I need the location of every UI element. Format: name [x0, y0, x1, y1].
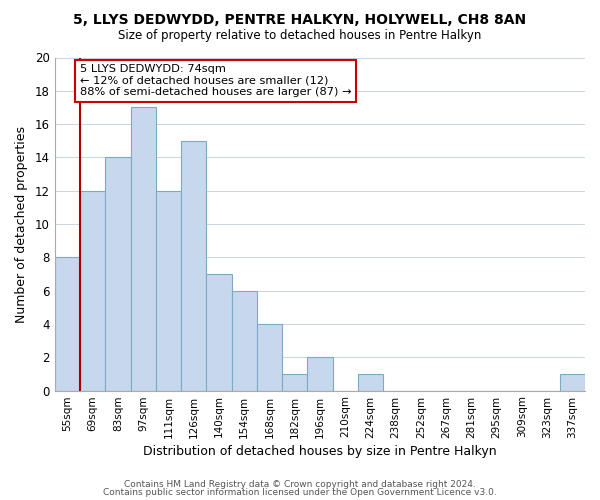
Text: Contains HM Land Registry data © Crown copyright and database right 2024.: Contains HM Land Registry data © Crown c… — [124, 480, 476, 489]
Bar — [131, 108, 156, 391]
Bar — [181, 141, 206, 390]
Y-axis label: Number of detached properties: Number of detached properties — [15, 126, 28, 322]
Bar — [282, 374, 307, 390]
Bar — [257, 324, 282, 390]
Text: 5, LLYS DEDWYDD, PENTRE HALKYN, HOLYWELL, CH8 8AN: 5, LLYS DEDWYDD, PENTRE HALKYN, HOLYWELL… — [73, 12, 527, 26]
Bar — [307, 358, 332, 390]
Bar — [232, 290, 257, 390]
Bar — [106, 158, 131, 390]
Text: 5 LLYS DEDWYDD: 74sqm
← 12% of detached houses are smaller (12)
88% of semi-deta: 5 LLYS DEDWYDD: 74sqm ← 12% of detached … — [80, 64, 352, 98]
X-axis label: Distribution of detached houses by size in Pentre Halkyn: Distribution of detached houses by size … — [143, 444, 497, 458]
Bar — [80, 190, 106, 390]
Text: Size of property relative to detached houses in Pentre Halkyn: Size of property relative to detached ho… — [118, 29, 482, 42]
Bar — [206, 274, 232, 390]
Bar — [156, 190, 181, 390]
Text: Contains public sector information licensed under the Open Government Licence v3: Contains public sector information licen… — [103, 488, 497, 497]
Bar — [55, 258, 80, 390]
Bar — [560, 374, 585, 390]
Bar — [358, 374, 383, 390]
